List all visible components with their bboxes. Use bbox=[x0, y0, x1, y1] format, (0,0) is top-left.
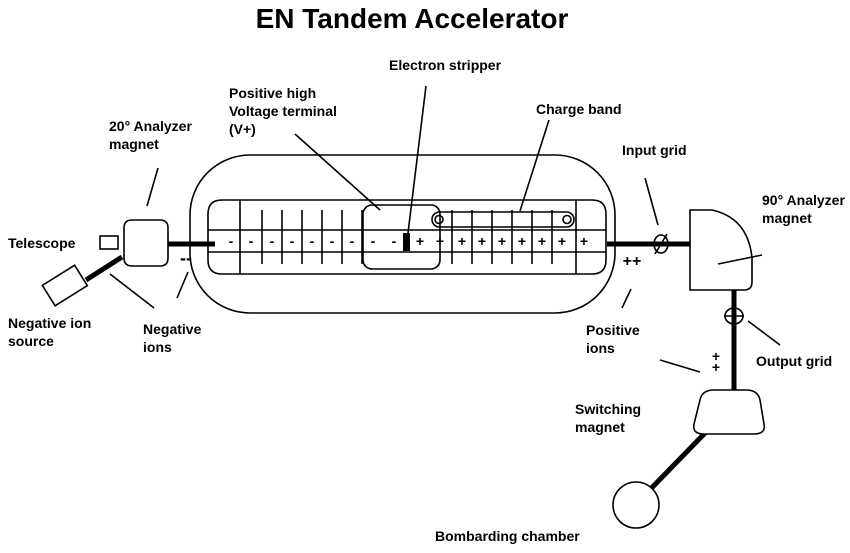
label-20-analyzer-magnet: 20° Analyzer magnet bbox=[109, 118, 196, 152]
negative-ion-source bbox=[41, 264, 89, 307]
tube-minus-sign: - bbox=[310, 233, 315, 249]
tube-minus-sign: - bbox=[249, 233, 254, 249]
tube-plus-sign: + bbox=[580, 233, 588, 249]
tube-plus-sign: + bbox=[458, 233, 466, 249]
high-voltage-terminal bbox=[362, 204, 441, 270]
label-90-analyzer-magnet: 90° Analyzer magnet bbox=[762, 192, 849, 226]
charge-band bbox=[431, 211, 575, 228]
tube-plus-sign: + bbox=[498, 233, 506, 249]
label-positive-ions: Positive ions bbox=[586, 322, 644, 356]
tube-plus-sign: + bbox=[436, 233, 444, 249]
tube-plus-sign: + bbox=[538, 233, 546, 249]
label-charge-band: Charge band bbox=[536, 101, 622, 117]
tube-minus-sign: - bbox=[330, 233, 335, 249]
positive-ions-vertical-mark: + bbox=[712, 348, 720, 364]
diagram-title: EN Tandem Accelerator bbox=[256, 3, 569, 34]
tube-plus-sign: + bbox=[518, 233, 526, 249]
input-grid bbox=[653, 234, 669, 254]
charge-band-pulley-left bbox=[434, 214, 444, 225]
label-bombarding-chamber: Bombarding chamber bbox=[435, 528, 580, 544]
negative-ions-mark: -- bbox=[180, 248, 192, 268]
tube-minus-sign: - bbox=[371, 233, 376, 249]
stripper-plus-sign: + bbox=[416, 233, 424, 249]
label-negative-ion-source: Negative ion source bbox=[8, 315, 95, 349]
analyzer-20-magnet bbox=[123, 219, 169, 267]
positive-ions-vertical-mark: + bbox=[712, 359, 720, 375]
label-electron-stripper: Electron stripper bbox=[389, 57, 502, 73]
pressure-vessel bbox=[189, 154, 616, 314]
tube-plus-sign: + bbox=[558, 233, 566, 249]
label-negative-ions: Negative ions bbox=[143, 321, 205, 355]
label-switching-magnet: Switching magnet bbox=[575, 401, 645, 435]
stripper-foil bbox=[403, 233, 410, 251]
label-positive-terminal: Positive high Voltage terminal (V+) bbox=[229, 85, 341, 137]
label-input-grid: Input grid bbox=[622, 142, 687, 158]
high-energy-tube-signs: + + + + + + + + bbox=[436, 233, 588, 249]
tube-minus-sign: - bbox=[290, 233, 295, 249]
low-energy-tube-signs: - - - - - - - - bbox=[229, 233, 376, 249]
analyzer-90-magnet bbox=[689, 209, 753, 291]
beam-line-from-source bbox=[84, 254, 124, 283]
label-telescope: Telescope bbox=[8, 235, 76, 251]
bombarding-chamber bbox=[612, 481, 660, 529]
tube-minus-sign: - bbox=[350, 233, 355, 249]
stripper-minus-sign: - bbox=[392, 233, 397, 249]
telescope bbox=[99, 235, 119, 250]
leader-lines bbox=[109, 85, 781, 373]
switching-magnet bbox=[692, 389, 766, 435]
label-output-grid: Output grid bbox=[756, 353, 832, 369]
tube-minus-sign: - bbox=[270, 233, 275, 249]
tube-plus-sign: + bbox=[478, 233, 486, 249]
accelerator-column bbox=[207, 199, 607, 275]
positive-ions-mark: ++ bbox=[623, 253, 642, 270]
tube-minus-sign: - bbox=[229, 233, 234, 249]
charge-band-pulley-right bbox=[562, 214, 572, 225]
